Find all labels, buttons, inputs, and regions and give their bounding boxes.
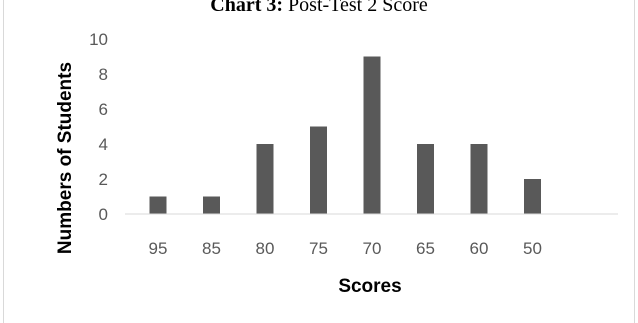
chart-title-text: Post-Test 2 Score (288, 0, 428, 16)
x-tick-label: 65 (416, 239, 435, 258)
y-tick-label: 4 (99, 135, 108, 154)
y-tick-label: 0 (99, 205, 108, 224)
y-tick-label: 6 (99, 100, 108, 119)
x-tick-label: 80 (256, 239, 275, 258)
bar-70 (363, 56, 381, 214)
bar-95 (149, 196, 167, 214)
bar-60 (470, 144, 488, 214)
y-tick-label: 8 (99, 65, 108, 84)
bar-75 (310, 126, 327, 214)
bar-65 (417, 144, 434, 214)
bar-85 (203, 196, 220, 214)
x-tick-label: 85 (202, 239, 221, 258)
x-tick-label: 95 (149, 239, 168, 258)
x-tick-label: 70 (363, 239, 382, 258)
bars (149, 56, 541, 214)
x-tick-label: 50 (523, 239, 542, 258)
x-axis-ticks: 95 85 80 75 70 65 60 50 (149, 239, 542, 258)
bar-80 (256, 144, 274, 214)
x-axis-label: Scores (338, 276, 401, 297)
x-tick-label: 75 (309, 239, 328, 258)
y-tick-label: 10 (89, 30, 108, 49)
y-tick-label: 2 (99, 170, 108, 189)
bar-50 (524, 179, 541, 214)
y-axis-label: Numbers of Students (55, 62, 76, 254)
chart-title: Chart 3: Post-Test 2 Score (0, 0, 638, 17)
y-axis-ticks: 0 2 4 6 8 10 (89, 30, 108, 224)
x-tick-label: 60 (470, 239, 489, 258)
chart-frame (3, 0, 635, 323)
chart-title-prefix: Chart 3: (210, 0, 284, 16)
